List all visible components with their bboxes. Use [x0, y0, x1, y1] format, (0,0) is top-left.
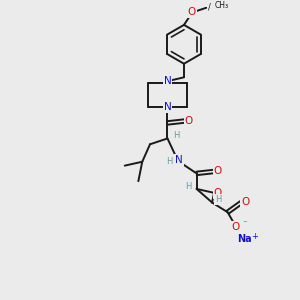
Text: O: O: [188, 7, 196, 17]
Text: H: H: [215, 195, 221, 204]
Text: +: +: [251, 232, 258, 241]
Text: O: O: [185, 116, 193, 126]
Text: Na: Na: [237, 234, 252, 244]
Text: O: O: [231, 222, 239, 232]
Text: H: H: [166, 157, 172, 166]
Text: /: /: [208, 3, 211, 12]
Text: ⁻: ⁻: [242, 219, 247, 228]
Text: O: O: [214, 188, 222, 198]
Text: N: N: [164, 76, 171, 86]
Text: CH₃: CH₃: [215, 1, 229, 10]
Text: O: O: [241, 196, 249, 207]
Text: H: H: [185, 182, 191, 191]
Text: N: N: [175, 155, 183, 165]
Text: H: H: [173, 131, 179, 140]
Text: N: N: [164, 102, 171, 112]
Text: O: O: [214, 167, 222, 176]
